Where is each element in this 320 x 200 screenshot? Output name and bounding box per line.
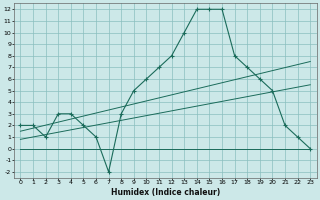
X-axis label: Humidex (Indice chaleur): Humidex (Indice chaleur) — [111, 188, 220, 197]
